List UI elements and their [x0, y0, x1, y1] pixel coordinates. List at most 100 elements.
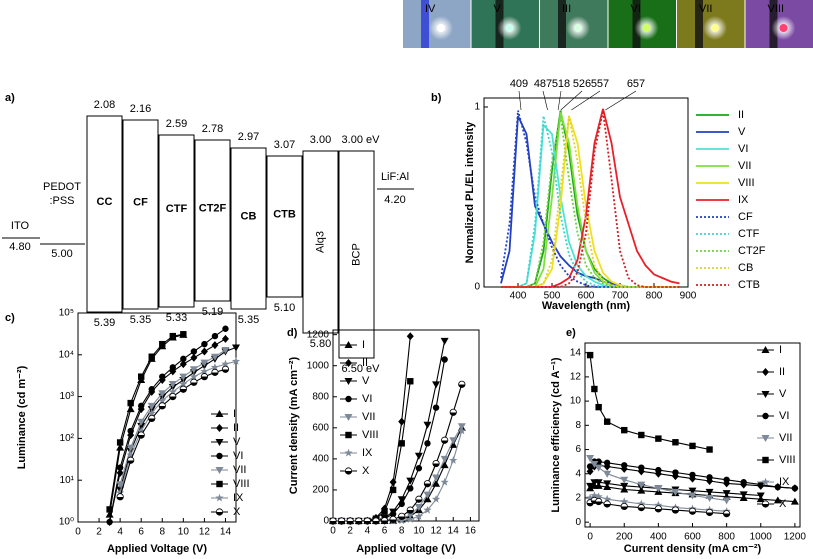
y-tick-label: 1200: [307, 329, 330, 340]
x-tick-label: 600: [684, 532, 701, 543]
legend-label: IX: [738, 194, 749, 206]
marker: [740, 479, 747, 486]
marker: [590, 461, 599, 469]
marker: [637, 481, 646, 489]
marker: [723, 476, 730, 483]
legend-marker: [761, 500, 770, 508]
x-tick-label: 4: [117, 527, 123, 538]
y-tick-label: 600: [312, 422, 329, 433]
layer-name: CC: [97, 196, 113, 208]
legend-marker: [215, 467, 224, 474]
marker: [221, 359, 230, 368]
marker: [126, 450, 135, 459]
marker: [654, 485, 663, 493]
legend-marker: [762, 368, 769, 376]
x-tick-label: 800: [718, 532, 735, 543]
legend-label: VI: [233, 450, 243, 462]
panel-label: d): [287, 327, 298, 339]
legend-marker: [215, 439, 224, 446]
marker: [105, 510, 114, 518]
marker: [423, 421, 432, 429]
legend-label: V: [779, 388, 787, 400]
marker: [398, 440, 405, 447]
marker: [688, 492, 697, 500]
legend-marker: [215, 410, 224, 417]
legend-label: VIII: [738, 177, 755, 189]
marker: [126, 444, 135, 452]
marker: [116, 493, 124, 501]
marker: [440, 337, 449, 345]
marker: [346, 517, 354, 525]
x-tick-label: 2: [347, 526, 353, 537]
layer-name: CB: [241, 210, 257, 222]
legend-label: VI: [738, 143, 748, 155]
homo-value: 5.35: [130, 314, 151, 326]
marker: [791, 485, 799, 492]
marker: [621, 462, 628, 469]
marker: [106, 518, 113, 526]
panel-label: e): [566, 327, 576, 339]
marker: [116, 481, 125, 489]
photo-label: V: [494, 3, 502, 15]
y-tick-label: 0: [575, 517, 581, 528]
x-tick-label: 12: [199, 527, 211, 538]
marker: [688, 487, 697, 495]
marker: [603, 500, 611, 508]
layer-name: :PSS: [49, 195, 74, 207]
layer-box: [158, 134, 195, 308]
marker: [168, 381, 177, 389]
marker: [211, 332, 219, 340]
marker: [406, 506, 414, 514]
lumo-value: 3.07: [274, 139, 295, 151]
marker: [372, 517, 380, 525]
x-tick-label: 500: [544, 291, 561, 302]
photo-label: VIII: [768, 3, 785, 15]
marker: [586, 482, 595, 490]
legend-label: I: [362, 339, 365, 351]
marker: [389, 486, 397, 494]
marker: [637, 504, 645, 512]
marker: [590, 491, 599, 500]
photo-glow-core: [574, 24, 582, 32]
x-tick-label: 800: [646, 291, 663, 302]
x-tick-label: 8: [159, 527, 165, 538]
marker: [137, 422, 146, 430]
marker: [591, 385, 598, 393]
peak-label: 487: [534, 78, 552, 90]
homo-value: 5.80: [310, 338, 331, 350]
marker: [397, 516, 406, 525]
lumo-value: 2.16: [130, 103, 151, 115]
series-line: [589, 355, 710, 451]
legend-label: VII: [738, 160, 751, 172]
marker: [381, 508, 388, 515]
marker: [211, 341, 219, 350]
peak-leader: [542, 90, 548, 111]
marker: [222, 325, 229, 332]
layer-box: [194, 139, 231, 302]
marker: [221, 347, 230, 355]
marker: [440, 455, 449, 463]
x-tick-label: 1200: [784, 532, 807, 543]
peak-label: 409: [510, 78, 528, 90]
legend-label: IX: [779, 476, 790, 488]
marker: [722, 497, 731, 505]
marker: [329, 517, 337, 525]
legend-label: VIII: [233, 478, 250, 490]
marker: [432, 474, 441, 482]
marker: [739, 491, 748, 499]
marker: [594, 479, 603, 487]
legend-marker: [345, 359, 352, 367]
marker: [706, 474, 713, 481]
photo-label: VII: [699, 3, 712, 15]
marker: [211, 368, 219, 376]
marker: [586, 455, 595, 462]
y-axis-label: Normalized PL/EL intensity: [464, 121, 476, 263]
y-tick-label: 8: [575, 420, 581, 431]
x-tick-label: 10: [413, 526, 425, 537]
x-tick-label: 0: [330, 526, 336, 537]
marker: [756, 492, 765, 500]
marker: [148, 353, 155, 360]
marker: [138, 402, 145, 410]
peak-leader: [557, 90, 562, 111]
marker: [594, 464, 603, 472]
